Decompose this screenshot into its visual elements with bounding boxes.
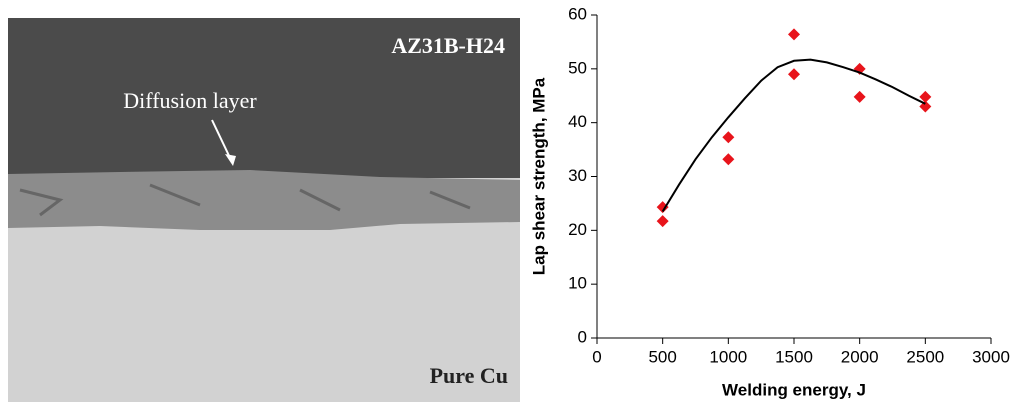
y-tick-label: 20	[568, 220, 587, 239]
y-tick-label: 40	[568, 112, 587, 131]
y-tick-label: 10	[568, 274, 587, 293]
x-tick-label: 0	[592, 347, 601, 366]
x-axis-label: Welding energy, J	[722, 380, 866, 399]
data-point	[919, 100, 932, 113]
label-diffusion: Diffusion layer	[123, 88, 257, 113]
magnesium-region	[8, 18, 520, 178]
data-point	[656, 215, 669, 228]
data-point	[788, 68, 800, 81]
y-axis-label: Lap shear strength, MPa	[529, 77, 548, 275]
chart: 0 10 20 30 40 50 60 0 500 1000 1500 2000 2500 3000 Wel…	[529, 4, 1009, 399]
x-tick-label: 2000	[841, 347, 879, 366]
x-tick-label: 500	[648, 347, 676, 366]
x-tick-label: 1500	[775, 347, 813, 366]
x-tick-label: 1000	[709, 347, 747, 366]
label-cu: Pure Cu	[430, 363, 508, 388]
data-point	[919, 90, 932, 103]
y-tick-label: 0	[578, 327, 587, 346]
data-point	[788, 28, 800, 41]
label-az31b: AZ31B-H24	[391, 33, 505, 58]
band-texture	[19, 183, 471, 217]
y-tick-label: 30	[568, 166, 587, 185]
data-point	[853, 90, 866, 103]
arrow-head	[225, 154, 236, 166]
trend-line	[661, 58, 926, 213]
data-point	[722, 131, 735, 144]
micrograph: AZ31B-H24 Diffusion layer Pure Cu	[8, 18, 520, 402]
y-tick-label: 50	[568, 58, 587, 77]
y-tick-label: 60	[568, 4, 587, 23]
x-tick-label: 3000	[972, 347, 1010, 366]
diffusion-band	[8, 170, 520, 230]
data-point	[722, 153, 735, 166]
data-point	[656, 201, 669, 214]
x-tick-label: 2500	[906, 347, 944, 366]
